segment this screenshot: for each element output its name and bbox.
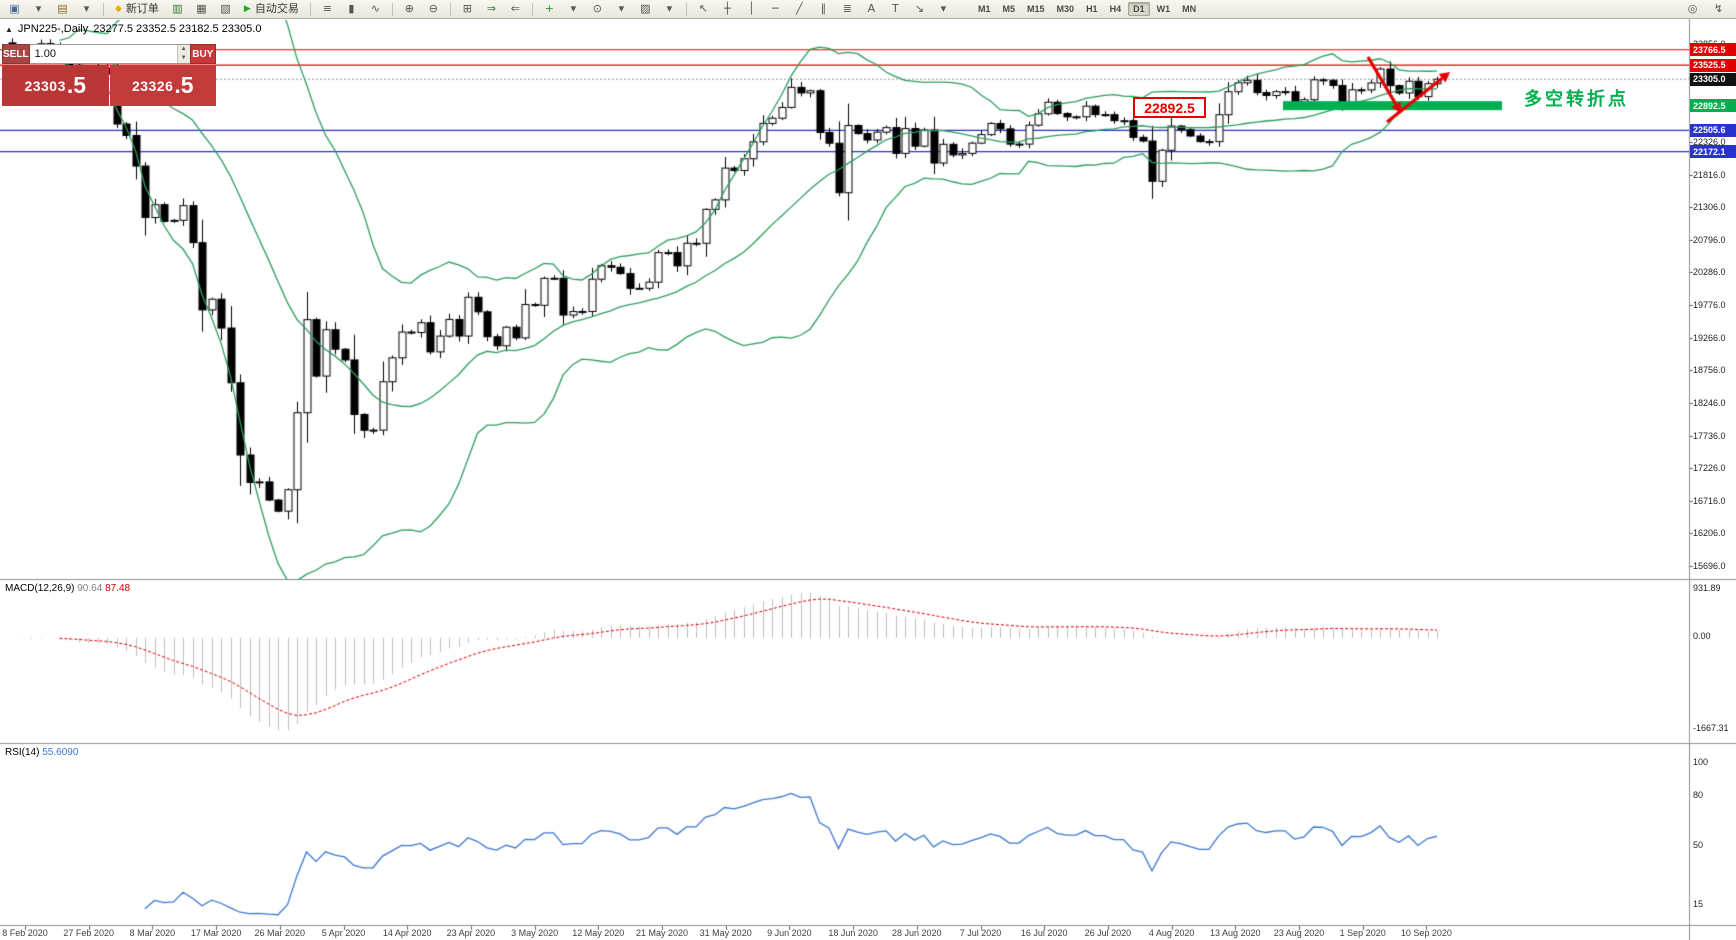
new-order-button[interactable]: ◆ 新订单 (109, 1, 165, 17)
buy-price-main: 23326 (131, 77, 174, 94)
one-click-trading-panel: SELL ▲ ▼ BUY 23303 .5 23326 .5 (2, 44, 216, 106)
toolbar-right-icons: ◎ ↯ (1681, 1, 1730, 17)
timeframe-m5[interactable]: M5 (1002, 4, 1016, 14)
macd-main-value: 90.64 (77, 583, 103, 594)
macd-label: MACD(12,26,9) 90.64 87.48 (5, 583, 131, 594)
new-order-icon: ◆ (115, 4, 122, 14)
volume-field: ▲ ▼ (29, 44, 190, 64)
toolbar-separator (685, 2, 687, 16)
new-order-button-label: 新订单 (125, 2, 159, 15)
level-price-label[interactable]: 22892.5 (1133, 97, 1206, 118)
volume-input[interactable] (29, 45, 177, 63)
timeframe-h1[interactable]: H1 (1086, 4, 1098, 14)
text-icon[interactable]: A (867, 2, 876, 15)
fibonacci-icon[interactable]: ≣ (842, 2, 852, 15)
arrows-dropdown-icon[interactable]: ▾ (940, 2, 947, 15)
navigator-icon[interactable]: ▧ (220, 2, 231, 15)
timeframe-m1[interactable]: M1 (978, 4, 991, 14)
auto-scroll-icon[interactable]: ⇒ (486, 2, 496, 15)
sell-price-button[interactable]: 23303 .5 (2, 65, 109, 106)
profiles-icon[interactable]: ▤ (57, 2, 68, 15)
crosshair-icon[interactable]: ┼ (724, 2, 731, 15)
timeframe-mn[interactable]: MN (1182, 4, 1197, 14)
templates-dropdown-icon[interactable]: ▾ (666, 2, 673, 15)
channel-icon[interactable]: ∥ (820, 2, 827, 15)
toolbar-separator (531, 2, 533, 16)
tile-windows-icon[interactable]: ⊞ (462, 2, 472, 15)
timeframe-m15[interactable]: M15 (1027, 4, 1045, 14)
chart-title: ▲ JPN225-,Daily 23277.5 23352.5 23182.5 … (5, 23, 261, 35)
macd-signal-value: 87.48 (105, 583, 131, 594)
autotrade-button[interactable]: ▶ 自动交易 (238, 1, 305, 17)
line-chart-icon[interactable]: ∿ (370, 2, 380, 15)
toolbar-separator (449, 2, 451, 16)
vertical-line-icon[interactable]: │ (748, 2, 755, 15)
toolbar-separator (391, 2, 393, 16)
buy-button[interactable]: BUY (189, 44, 216, 64)
horizontal-line-icon[interactable]: ─ (772, 2, 779, 15)
chart-shift-icon[interactable]: ⇐ (510, 2, 520, 15)
toolbar: ▣ ▾ ▤ ▾ ◆ 新订单 ▥ ▦ ▧ ▶ 自动交易 ≡ ▮ ∿ ⊕ ⊖ ⊞ ⇒ ⇐ + ▾ ⊙ ▾ ▨ ▾ ↖ ┼ │ ─ ╱ ∥ ≣ A T ↘… (0, 0, 1736, 19)
turning-point-annotation[interactable]: 多空转折点 (1524, 89, 1629, 109)
market-watch-icon[interactable]: ▥ (172, 2, 183, 15)
one-click-collapse-icon[interactable]: ▲ (5, 24, 13, 34)
volume-spinner: ▲ ▼ (176, 45, 190, 63)
sell-button[interactable]: SELL (2, 44, 30, 64)
timeframe-m30[interactable]: M30 (1056, 4, 1075, 14)
quick-help-icon[interactable]: ↯ (1713, 2, 1724, 15)
indicators-dropdown-icon[interactable]: ▾ (570, 2, 577, 15)
rsi-value: 55.6090 (42, 747, 79, 758)
periods-icon[interactable]: ⊙ (592, 2, 602, 15)
autotrade-icon: ▶ (243, 4, 251, 14)
autotrade-button-label: 自动交易 (254, 2, 299, 15)
new-chart-icon[interactable]: ▣ (9, 2, 20, 15)
indicators-icon[interactable]: + (544, 2, 554, 15)
templates-icon[interactable]: ▨ (640, 2, 651, 15)
candles-chart-icon[interactable]: ▮ (348, 2, 355, 15)
search-icon[interactable]: ◎ (1687, 2, 1698, 15)
timeframe-group: M1 M5 M15 M30 H1 H4 D1 W1 MN (973, 2, 1201, 16)
cursor-icon[interactable]: ↖ (698, 2, 708, 15)
rsi-label: RSI(14) 55.6090 (5, 747, 79, 758)
volume-up-icon[interactable]: ▲ (177, 45, 190, 54)
chart-symbol-period: JPN225-,Daily (17, 23, 89, 35)
buy-price-button[interactable]: 23326 .5 (109, 65, 216, 106)
zoom-in-icon[interactable]: ⊕ (404, 2, 414, 15)
volume-down-icon[interactable]: ▼ (177, 54, 190, 63)
profiles-dropdown-icon[interactable]: ▾ (83, 2, 90, 15)
sell-price-frac: .5 (66, 72, 87, 98)
periods-dropdown-icon[interactable]: ▾ (618, 2, 625, 15)
toolbar-separator (103, 2, 104, 16)
timeframe-w1[interactable]: W1 (1156, 4, 1171, 14)
new-chart-dropdown-icon[interactable]: ▾ (35, 2, 42, 15)
timeframe-d1[interactable]: D1 (1128, 2, 1150, 16)
zoom-out-icon[interactable]: ⊖ (428, 2, 438, 15)
sell-price-main: 23303 (24, 77, 66, 94)
bars-chart-icon[interactable]: ≡ (322, 2, 332, 15)
toolbar-separator (309, 2, 311, 16)
chart-ohlc-values: 23277.5 23352.5 23182.5 23305.0 (93, 23, 262, 35)
trendline-icon[interactable]: ╱ (796, 2, 803, 15)
timeframe-h4[interactable]: H4 (1109, 4, 1122, 14)
arrows-icon[interactable]: ↘ (914, 2, 924, 15)
buy-price-frac: .5 (174, 72, 194, 98)
data-window-icon[interactable]: ▦ (196, 2, 207, 15)
label-icon[interactable]: T (891, 2, 899, 15)
